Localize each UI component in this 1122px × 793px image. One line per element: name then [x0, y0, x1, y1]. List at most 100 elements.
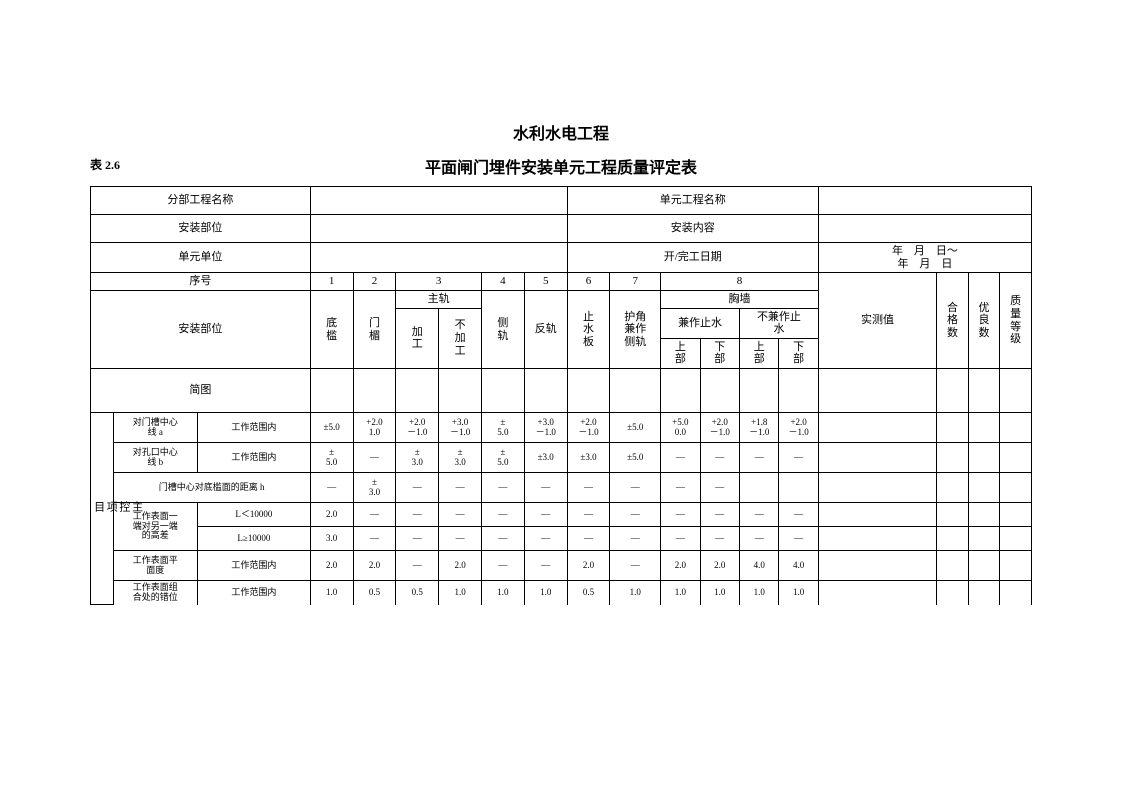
s1r3b-p [937, 527, 969, 551]
s1r3b-v6: — [567, 527, 610, 551]
s1r3b-v7: — [610, 527, 661, 551]
s1r3b-v10: — [740, 527, 779, 551]
s1r4-v5: — [524, 551, 567, 581]
s1r2-v3: — [439, 473, 482, 503]
title-row: 表 2.6 平面闸门埋件安装单元工程质量评定表 [90, 154, 1032, 178]
sk8bl [779, 369, 818, 413]
col-main-rail: 主轨 [396, 290, 482, 308]
good-hdr: 优良数 [968, 273, 1000, 369]
sk7 [610, 369, 661, 413]
sk3b [439, 369, 482, 413]
s1r2-g [968, 473, 1000, 503]
main-title: 平面闸门埋件安装单元工程质量评定表 [90, 154, 1032, 178]
sk3a [396, 369, 439, 413]
sketch-label: 简图 [91, 369, 311, 413]
s1r3b-m [818, 527, 936, 551]
s1r5-g [968, 581, 1000, 605]
s1r5-p [937, 581, 969, 605]
s1r5-m [818, 581, 936, 605]
s1r1-v4: ±5.0 [481, 443, 524, 473]
seq-1: 1 [310, 273, 353, 291]
s1r2-m [818, 473, 936, 503]
sk5 [524, 369, 567, 413]
s1r4-m [818, 551, 936, 581]
s1r1-m [818, 443, 936, 473]
hdr-r3a: 单元单位 [91, 243, 311, 273]
seq-6: 6 [567, 273, 610, 291]
s1r5-v8: 1.0 [661, 581, 700, 605]
col-1: 底槛 [310, 290, 353, 368]
s1r2-v10 [740, 473, 779, 503]
s1r4-p [937, 551, 969, 581]
s1r5-v0: 1.0 [310, 581, 353, 605]
s1r0-p [937, 413, 969, 443]
s1r3b-v2: — [396, 527, 439, 551]
s1r3a-m [818, 503, 936, 527]
s1r4-v10: 4.0 [740, 551, 779, 581]
s1r4-v11: 4.0 [779, 551, 818, 581]
s1r3b-q [1000, 527, 1032, 551]
s1r3b-g [968, 527, 1000, 551]
col-4: 侧轨 [481, 290, 524, 368]
s1r1-g [968, 443, 1000, 473]
s1r1-v2: ±3.0 [396, 443, 439, 473]
s1r1-p [937, 443, 969, 473]
s1r3a-v11: — [779, 503, 818, 527]
seq-label: 序号 [91, 273, 311, 291]
position-label: 安装部位 [91, 290, 311, 368]
sk6 [567, 369, 610, 413]
s1r3a-cond: L＜10000 [198, 503, 311, 527]
hdr-r2d [818, 215, 1031, 243]
sk8au [661, 369, 700, 413]
s1r2-v5: — [524, 473, 567, 503]
s1r5-v2: 0.5 [396, 581, 439, 605]
s1r5-v10: 1.0 [740, 581, 779, 605]
s1r3a-v5: — [524, 503, 567, 527]
s1r3a-v3: — [439, 503, 482, 527]
hdr-r2b [310, 215, 567, 243]
s1r2-v11 [779, 473, 818, 503]
s1r3b-v5: — [524, 527, 567, 551]
s1r3b-v1: — [353, 527, 396, 551]
sk8al [700, 369, 739, 413]
seq-2: 2 [353, 273, 396, 291]
col-6: 止水板 [567, 290, 610, 368]
s1r4-v8: 2.0 [661, 551, 700, 581]
col-3b: 不加工 [439, 308, 482, 369]
s1r0-g [968, 413, 1000, 443]
s1r0-cond: 工作范围内 [198, 413, 311, 443]
s1r2-p [937, 473, 969, 503]
s1r1-v9: — [700, 443, 739, 473]
col-8b-up: 上部 [740, 338, 779, 368]
hdr-r2a: 安装部位 [91, 215, 311, 243]
s1r2-v1: ±3.0 [353, 473, 396, 503]
s1r4-v4: — [481, 551, 524, 581]
s1r5-v7: 1.0 [610, 581, 661, 605]
s1r5-cond: 工作范围内 [198, 581, 311, 605]
hdr-r1c: 单元工程名称 [567, 187, 818, 215]
s1r3b-v8: — [661, 527, 700, 551]
s1r4-v3: 2.0 [439, 551, 482, 581]
s1r0-v8: +5.00.0 [661, 413, 700, 443]
s1r2-v7: — [610, 473, 661, 503]
s1r0-v5: +3.0－1.0 [524, 413, 567, 443]
s1r4-v6: 2.0 [567, 551, 610, 581]
s1r3b-cond: L≥10000 [198, 527, 311, 551]
s1r1-v0: ±5.0 [310, 443, 353, 473]
col-8b: 不兼作止水 [740, 308, 819, 338]
s1r4-g [968, 551, 1000, 581]
s1r5-v5: 1.0 [524, 581, 567, 605]
s1r5-v9: 1.0 [700, 581, 739, 605]
sk1 [310, 369, 353, 413]
s1r0-v10: +1.8－1.0 [740, 413, 779, 443]
table-number: 表 2.6 [90, 156, 120, 173]
hdr-r3d: 年 月 日～ 年 月 日 [818, 243, 1031, 273]
sk4 [481, 369, 524, 413]
s1r3a-v9: — [700, 503, 739, 527]
seq-4: 4 [481, 273, 524, 291]
s1r0-v4: ±5.0 [481, 413, 524, 443]
col-3a: 加工 [396, 308, 439, 369]
s1r3a-p [937, 503, 969, 527]
sk2 [353, 369, 396, 413]
s1r0-v9: +2.0－1.0 [700, 413, 739, 443]
